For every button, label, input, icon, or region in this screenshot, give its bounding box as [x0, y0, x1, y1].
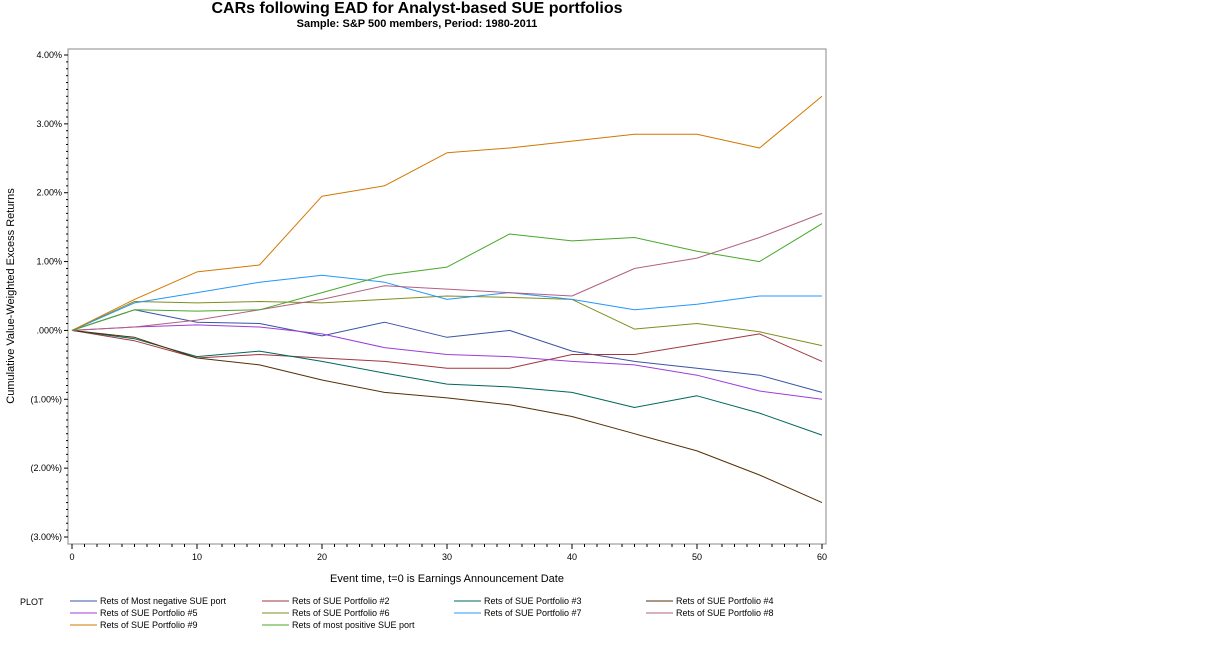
series-line-2 — [71, 329, 823, 369]
series-line-1 — [71, 309, 823, 393]
y-tick-label: (3.00%) — [30, 532, 62, 542]
x-tick-label: 0 — [69, 552, 74, 562]
x-tick-label: 10 — [192, 552, 202, 562]
legend-label: Rets of SUE Portfolio #5 — [100, 608, 198, 618]
x-axis: 0 10 20 30 40 50 60 — [69, 544, 827, 562]
x-axis-title: Event time, t=0 is Earnings Announcement… — [330, 573, 564, 585]
x-tick-label: 20 — [317, 552, 327, 562]
y-tick-label: (2.00%) — [30, 463, 62, 473]
legend-label: Rets of SUE Portfolio #7 — [484, 608, 582, 618]
series-line-6 — [71, 295, 823, 347]
legend-label: Rets of SUE Portfolio #4 — [676, 596, 774, 606]
x-tick-label: 60 — [817, 552, 827, 562]
series-line-4 — [71, 329, 823, 504]
x-tick-label: 50 — [692, 552, 702, 562]
y-tick-label: (1.00%) — [30, 394, 62, 404]
legend-label: Rets of SUE Portfolio #6 — [292, 608, 390, 618]
y-tick-label: 3.00% — [36, 119, 62, 129]
y-tick-label: 4.00% — [36, 50, 62, 60]
legend-label: Rets of SUE Portfolio #9 — [100, 620, 198, 630]
legend-label: Rets of Most negative SUE port — [100, 596, 227, 606]
series-line-10 — [71, 223, 823, 331]
y-tick-label: 1.00% — [36, 257, 62, 267]
chart-title: CARs following EAD for Analyst-based SUE… — [211, 0, 623, 17]
series-layer — [71, 95, 823, 504]
legend-label: Rets of SUE Portfolio #8 — [676, 608, 774, 618]
y-axis-title: Cumulative Value-Weighted Excess Returns — [5, 188, 17, 404]
legend-label: Rets of SUE Portfolio #3 — [484, 596, 582, 606]
y-tick-label: .000% — [36, 325, 62, 335]
series-line-8 — [71, 212, 823, 331]
legend-label: Rets of most positive SUE port — [292, 620, 415, 630]
series-line-5 — [71, 324, 823, 400]
x-tick-label: 30 — [442, 552, 452, 562]
legend-title: PLOT — [20, 597, 44, 607]
x-tick-label: 40 — [567, 552, 577, 562]
chart-subtitle: Sample: S&P 500 members, Period: 1980-20… — [296, 18, 538, 30]
legend-label: Rets of SUE Portfolio #2 — [292, 596, 390, 606]
legend: Rets of Most negative SUE port Rets of SU… — [70, 596, 774, 630]
y-axis: 4.00% 3.00% 2.00% 1.00% .000% (1.00%) (2.00%) (… — [30, 50, 68, 542]
series-line-9 — [71, 95, 823, 331]
series-line-7 — [71, 274, 822, 331]
y-tick-label: 2.00% — [36, 188, 62, 198]
series-line-3 — [71, 329, 823, 436]
